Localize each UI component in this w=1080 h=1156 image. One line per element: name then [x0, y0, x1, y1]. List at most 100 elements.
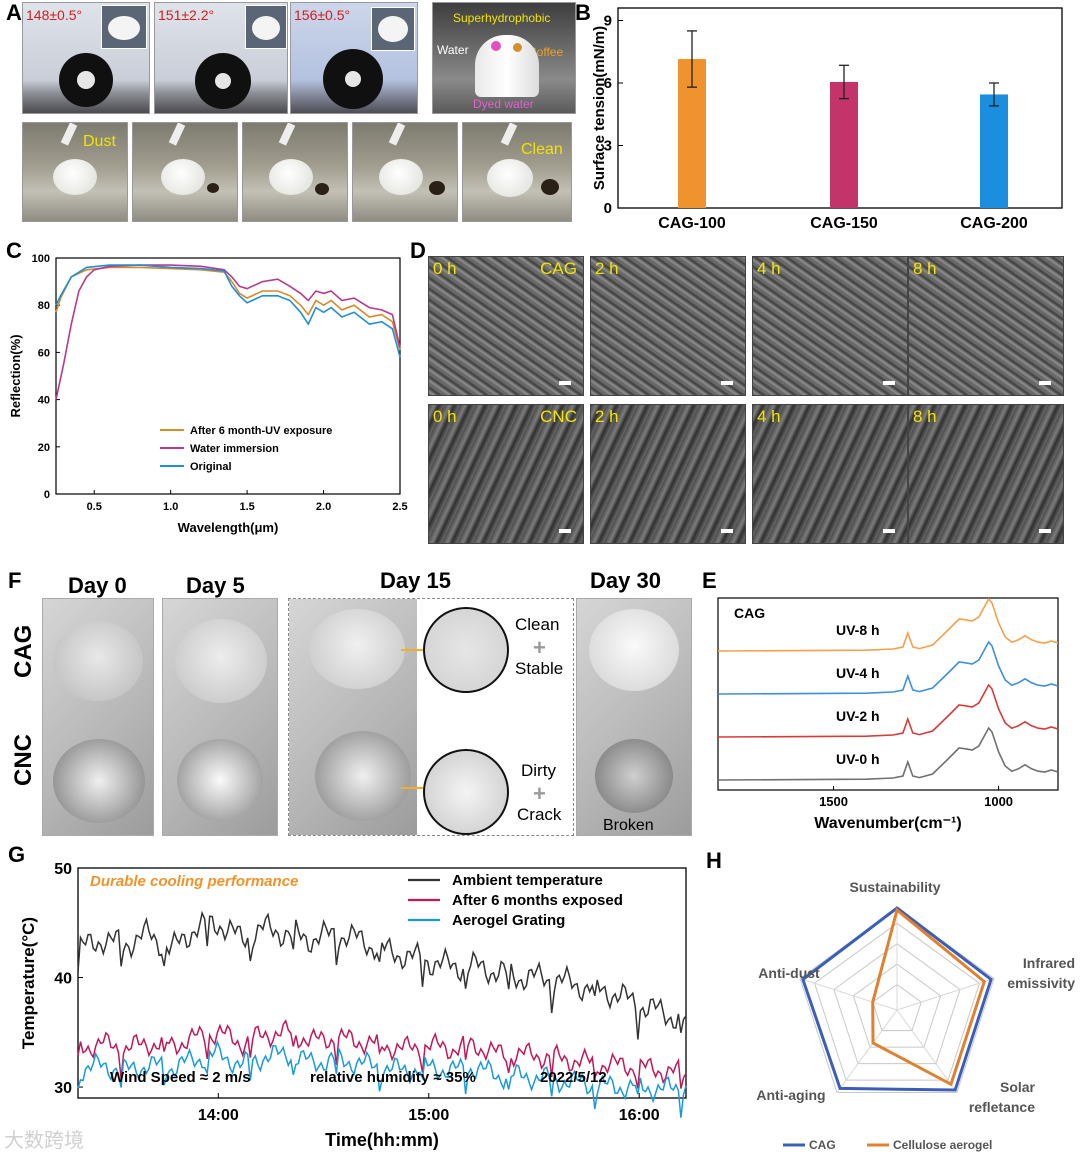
- contact-angle-photo-2: 151±2.2°: [154, 2, 288, 114]
- x-tick-label: 16:00: [619, 1107, 660, 1124]
- sem-time-label: 8 h: [913, 407, 937, 426]
- x-tick-label: 1500: [819, 794, 848, 809]
- legend-label: After 6 months exposed: [452, 892, 623, 909]
- arrow-icon: [401, 787, 423, 789]
- sample-disc: [161, 159, 205, 195]
- cag-sample: [175, 619, 267, 703]
- day-30-label: Day 30: [590, 568, 661, 593]
- x-tick-label: 1.5: [239, 501, 254, 513]
- dust-photo-3: [242, 122, 348, 222]
- legend-label: After 6 month-UV exposure: [190, 425, 332, 437]
- axis-label: Sustainability: [849, 879, 940, 895]
- legend-label: Original: [190, 461, 232, 473]
- annotation: Wind Speed ≈ 2 m/s: [110, 1069, 251, 1086]
- water-droplet: [323, 49, 383, 109]
- dirty-note: Dirty: [521, 761, 556, 780]
- water-droplet: [59, 53, 113, 107]
- contact-angle-photo-3: 156±0.5°: [290, 2, 418, 114]
- legend-label: Water immersion: [190, 443, 279, 455]
- series-polygon: [871, 907, 987, 1087]
- cag-sample: [53, 621, 143, 701]
- dust-photo-5: Clean: [462, 122, 572, 222]
- dust-photo-4: [352, 122, 458, 222]
- sem-image: 0 h CNC: [428, 404, 584, 544]
- contact-angle-label-2: 151±2.2°: [158, 7, 215, 23]
- pipette: [500, 123, 518, 146]
- cnc-sample: [315, 731, 411, 821]
- scale-bar: [721, 529, 733, 533]
- dust-photo-2: [132, 122, 238, 222]
- broken-note: Broken: [603, 817, 654, 834]
- dust-label: Dust: [83, 133, 116, 150]
- x-axis-label: Time(hh:mm): [325, 1130, 439, 1150]
- annotation: 2022/5/12: [540, 1069, 607, 1086]
- dirty-droplet: [315, 183, 329, 195]
- series-line: [55, 264, 401, 358]
- plus-icon: +: [533, 635, 546, 660]
- cnc-sample: [177, 739, 263, 821]
- sem-image: 4 h: [752, 256, 908, 396]
- sample-disc: [379, 159, 423, 195]
- annotation: relative humidity ≈ 35%: [310, 1069, 476, 1086]
- series-label: UV-0 h: [836, 751, 880, 767]
- sem-time-label: 0 h: [433, 407, 457, 426]
- category-label: CAG-150: [810, 215, 878, 232]
- grid-ring: [833, 943, 961, 1065]
- axis-label: Infrared: [1023, 955, 1075, 971]
- dust-photo-1: Dust: [22, 122, 128, 222]
- y-tick-label: 30: [54, 1080, 72, 1097]
- row-label-cag: CAG: [10, 624, 37, 678]
- droplet-sample-photo: Superhydrophobic Water Coffee Dyed water: [432, 2, 576, 114]
- sem-time-label: 2 h: [595, 407, 619, 426]
- dirty-droplet: [541, 179, 559, 195]
- series-line: [717, 640, 1059, 695]
- category-label: CAG-200: [960, 215, 1028, 232]
- sem-time-label: 8 h: [913, 259, 937, 278]
- legend-label: Cellulose aerogel: [893, 1138, 992, 1152]
- cnc-sample: [595, 739, 673, 813]
- water-droplet: [195, 53, 251, 109]
- x-tick-label: 0.5: [87, 501, 102, 513]
- y-tick-label: 3: [604, 138, 612, 155]
- panel-label-h: H: [706, 848, 722, 873]
- series-label: UV-2 h: [836, 708, 880, 724]
- radar-axis: [799, 978, 898, 1011]
- grid-ring: [799, 907, 995, 1094]
- bar: [830, 81, 858, 208]
- sample-disc: [487, 159, 533, 197]
- cag-sample: [589, 609, 679, 691]
- coffee-droplet: [513, 43, 522, 52]
- sem-sample-label: CNC: [540, 407, 577, 426]
- y-tick-label: 6: [604, 75, 612, 92]
- chart-title: CAG: [734, 605, 765, 621]
- series-line: [77, 1019, 687, 1089]
- y-tick-label: 9: [604, 13, 612, 30]
- radar-axis: [836, 1009, 898, 1093]
- y-axis-label: Reflection(%): [8, 334, 23, 417]
- legend-label: Aerogel Grating: [452, 912, 565, 929]
- axis-label: Anti-dust: [758, 965, 820, 981]
- sample-inset: [245, 5, 287, 49]
- x-tick-label: 1.0: [163, 501, 178, 513]
- stable-note: Stable: [515, 659, 564, 678]
- sample-disc: [53, 159, 97, 195]
- radar-axis: [896, 978, 995, 1011]
- contact-angle-photo-1: 148±0.5°: [22, 2, 150, 114]
- x-axis-label: Wavenumber(cm⁻¹): [814, 815, 961, 832]
- watermark: 大数跨境: [4, 1130, 84, 1152]
- axis-label: refletance: [969, 1099, 1035, 1115]
- category-label: CAG-100: [658, 215, 726, 232]
- ftir-chart: CAG 1500 1000 Wavenumber(cm⁻¹) UV-8 h UV-4 h U…: [717, 597, 1059, 832]
- clean-label: Clean: [521, 141, 563, 158]
- legend-label: CAG: [809, 1138, 836, 1152]
- dyed-water-label: Dyed water: [473, 97, 534, 111]
- day-30-photo: Broken: [576, 598, 692, 836]
- clean-note: Clean: [515, 615, 560, 634]
- day-5-label: Day 5: [186, 573, 245, 598]
- sem-time-label: 0 h: [433, 259, 457, 278]
- dirty-droplet: [429, 181, 445, 195]
- y-tick-label: 0: [44, 489, 50, 501]
- panel-label-c: C: [6, 238, 22, 263]
- sample-disc: [269, 159, 313, 195]
- panel-label-a: A: [6, 0, 22, 25]
